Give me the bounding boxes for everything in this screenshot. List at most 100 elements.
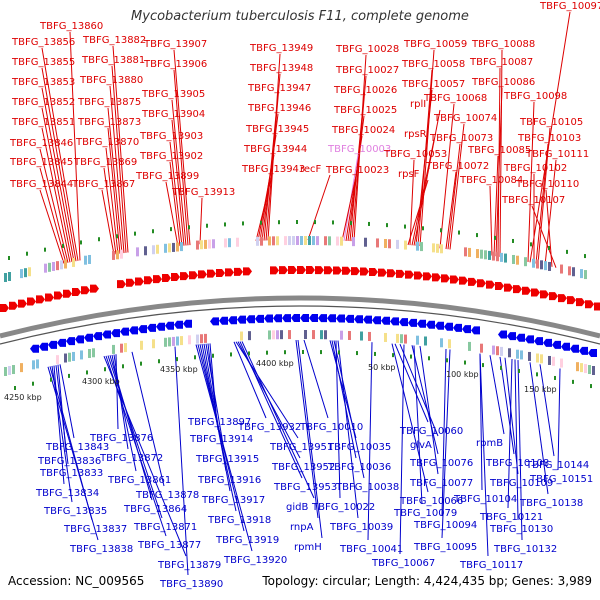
feature-band [36,359,39,369]
reverse-gene [327,314,336,323]
feature-mark [176,357,178,362]
bottom-gene-label: TBFG_10151 [529,474,593,485]
feature-mark [428,356,430,361]
top-connector [169,141,183,246]
top-connector [111,65,127,253]
top-connector [69,31,81,261]
feature-band [528,351,531,361]
top-gene-label: TBFG_13949 [249,43,313,54]
feature-band [588,365,591,375]
bottom-connector [507,358,513,509]
reverse-gene [57,338,66,347]
top-connector [489,185,493,256]
feature-mark [194,355,196,360]
forward-gene [504,283,513,292]
forward-gene [243,267,252,276]
feature-band [120,249,123,259]
reverse-gene [453,323,462,332]
forward-gene [513,285,522,294]
feature-band [524,257,527,267]
bottom-gene-label: rnpA [290,522,314,533]
feature-band [396,239,399,249]
top-connector [439,103,455,249]
feature-band [4,272,7,282]
forward-gene [18,299,27,308]
bottom-gene-label: TBFG_13920 [223,555,287,566]
feature-band [280,330,283,340]
bottom-connector [391,343,429,493]
reverse-gene [39,342,48,351]
feature-mark [206,223,208,228]
forward-gene [585,300,594,309]
feature-band [44,263,47,273]
feature-band [480,343,483,353]
feature-band [436,243,439,253]
reverse-gene [147,323,156,332]
reverse-gene [228,316,237,325]
bottom-gene-label: TBFG_13932 [237,422,301,433]
feature-band [88,348,91,358]
feature-mark [62,243,64,248]
bottom-connector [51,365,73,503]
bottom-gene-label: gidB [286,502,308,513]
feature-band [304,236,307,246]
feature-band [48,262,51,272]
feature-band [440,338,443,348]
bottom-gene-label: TBFG_13834 [35,488,99,499]
feature-band [500,346,503,356]
feature-band [496,252,499,262]
bottom-connector [205,343,225,451]
feature-mark [332,220,334,225]
reverse-gene [579,346,588,355]
feature-band [124,343,127,353]
feature-band [276,330,279,340]
bottom-gene-label: TBFG_13843 [45,442,109,453]
feature-band [492,251,495,261]
top-connector [107,107,123,254]
feature-band [352,237,355,247]
top-gene-label: TBFG_10073 [429,133,493,144]
bottom-connector [557,368,561,471]
top-gene-label: TBFG_10024 [331,125,395,136]
bottom-connector [419,346,439,475]
bottom-connector [399,344,405,555]
bottom-gene-label: TBFG_10104 [453,494,517,505]
bottom-gene-label: TBFG_13871 [133,522,197,533]
top-connector [41,87,75,262]
feature-band [300,236,303,245]
feature-band [204,239,207,249]
reverse-gene [48,340,57,349]
feature-mark [368,221,370,226]
feature-mark [566,249,568,254]
reverse-gene [372,316,381,325]
feature-band [544,261,547,271]
feature-band [288,236,291,246]
top-gene-label: TBFG_10072 [425,161,489,172]
feature-mark [188,225,190,230]
top-gene-label: TBFG_10105 [519,117,583,128]
forward-gene [297,266,306,275]
forward-gene [72,287,81,296]
feature-band [312,330,315,340]
bottom-connector [479,353,483,491]
bottom-gene-label: TBFG_10144 [525,460,589,471]
top-gene-label: TBFG_10059 [403,39,467,50]
bottom-connector [411,345,439,455]
feature-mark [260,220,262,225]
feature-mark [68,373,70,378]
feature-band [536,259,539,269]
feature-band [560,358,563,368]
feature-band [168,337,171,347]
top-gene-label: TBFG_10026 [333,85,397,96]
top-connector [499,49,503,257]
feature-band [8,272,11,282]
forward-gene [324,266,333,275]
feature-band [72,351,75,361]
forward-gene [279,266,288,275]
top-connector [41,67,77,262]
top-gene-labels: TBFG_13860 TBFG_13856 TBFG_13855 TBFG_13853… [9,1,600,206]
feature-band [64,353,67,363]
top-gene-label: TBFG_13870 [75,137,139,148]
feature-band [540,354,543,364]
feature-band [484,250,487,260]
